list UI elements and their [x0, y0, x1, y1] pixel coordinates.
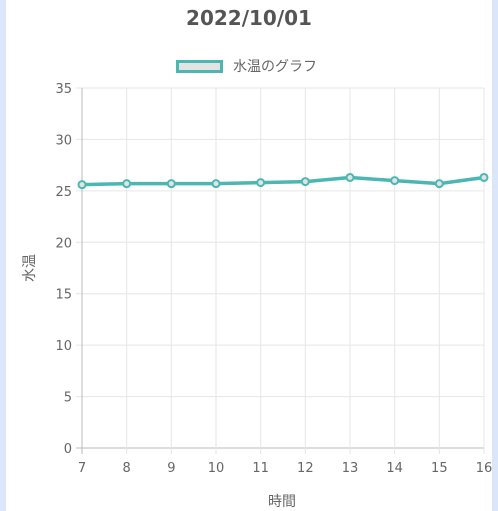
- y-tick-label: 35: [55, 82, 72, 97]
- series-line: [81, 175, 485, 187]
- x-axis-title: 時間: [268, 494, 296, 510]
- x-tick-label: 7: [78, 461, 86, 476]
- chart-title: 2022/10/01: [186, 6, 312, 30]
- data-point: [300, 177, 310, 187]
- x-tick-label: 9: [167, 461, 175, 476]
- data-point: [77, 180, 87, 190]
- data-point: [211, 179, 221, 189]
- x-tick-label: 15: [431, 461, 448, 476]
- x-tick-label: 16: [476, 461, 493, 476]
- x-tick-label: 11: [252, 461, 269, 476]
- data-point: [166, 179, 176, 189]
- legend-label: 水温のグラフ: [233, 59, 317, 75]
- y-tick-label: 30: [55, 133, 72, 148]
- data-point: [122, 179, 132, 189]
- y-axis-title: 水温: [22, 254, 38, 282]
- x-tick-label: 13: [342, 461, 359, 476]
- y-tick-label: 15: [55, 288, 72, 303]
- y-tick-label: 5: [64, 391, 72, 406]
- data-point: [390, 176, 400, 186]
- x-tick-labels: 7 8 9 10 11 12 13 14 15 16: [78, 461, 492, 476]
- grid: [76, 87, 485, 454]
- data-point: [345, 172, 355, 182]
- x-tick-label: 10: [208, 461, 225, 476]
- series-group: [77, 172, 489, 190]
- chart-plot: 0 5 10 15 20 25 30 35 7 8 9 10 11 12 13 14 15 16 水温 時間: [22, 82, 492, 510]
- y-tick-label: 0: [64, 442, 72, 457]
- data-point: [479, 172, 489, 182]
- y-tick-labels: 0 5 10 15 20 25 30 35: [55, 82, 72, 457]
- legend-swatch: [176, 59, 223, 73]
- y-tick-label: 10: [55, 339, 72, 354]
- y-tick-label: 25: [55, 185, 72, 200]
- legend[interactable]: 水温のグラフ: [176, 56, 317, 76]
- x-tick-label: 8: [123, 461, 131, 476]
- x-tick-label: 14: [386, 461, 403, 476]
- data-point: [256, 178, 266, 188]
- x-tick-label: 12: [297, 461, 314, 476]
- y-tick-label: 20: [55, 236, 72, 251]
- data-point: [434, 179, 444, 189]
